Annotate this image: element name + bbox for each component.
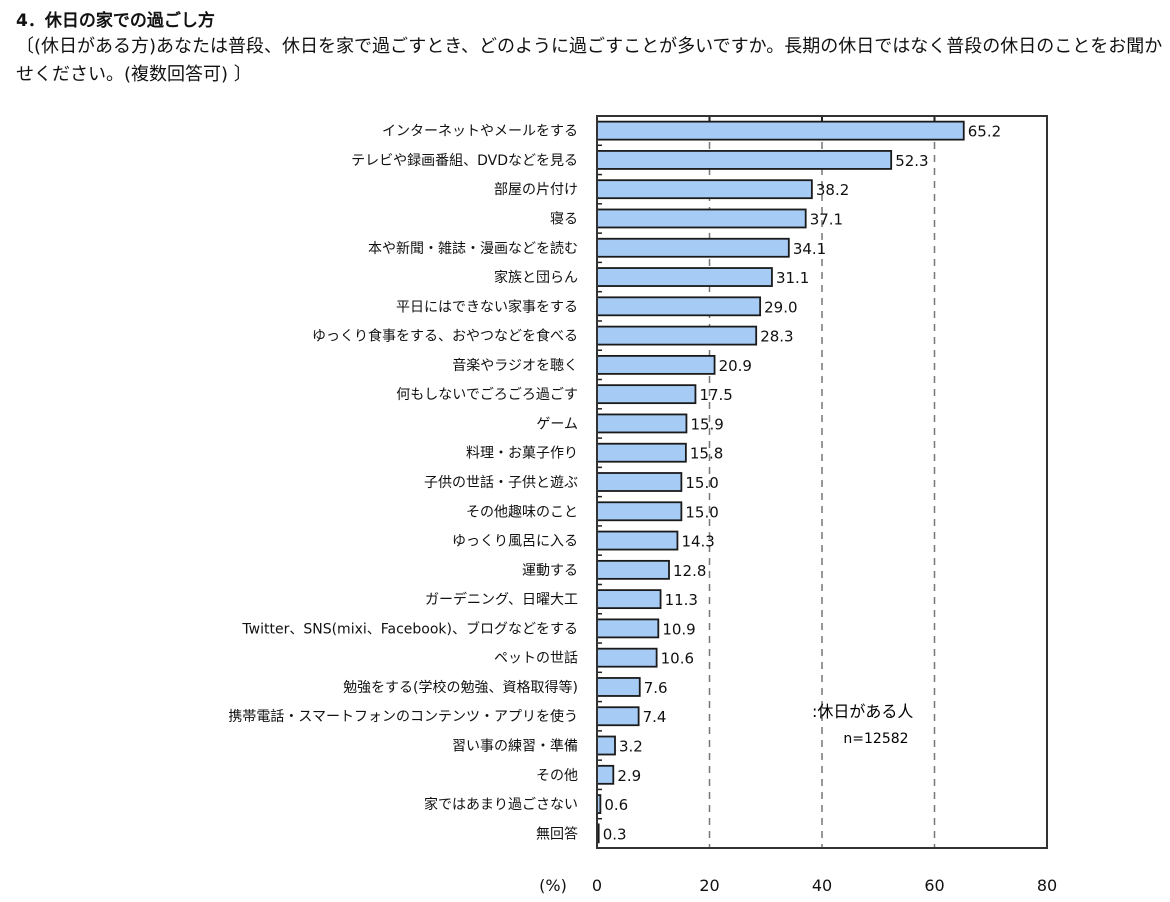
data-label: 29.0 (764, 298, 797, 316)
bar (596, 384, 697, 405)
x-tick-label: 40 (812, 876, 832, 895)
category-label: その他 (536, 768, 578, 784)
bar (596, 735, 616, 756)
x-tick-label: 20 (699, 876, 719, 895)
category-label: 習い事の練習・準備 (452, 739, 578, 755)
bar (596, 589, 662, 610)
data-label: 38.2 (816, 181, 849, 199)
bar (596, 296, 762, 317)
category-label: ガーデニング、日曜大工 (425, 591, 578, 608)
bar (596, 442, 687, 463)
bar (596, 354, 716, 375)
category-label: ゆっくり風呂に入る (452, 534, 578, 550)
category-label: 部屋の片付け (494, 182, 578, 198)
category-label: ペットの世話 (494, 650, 578, 667)
data-label: 31.1 (776, 269, 809, 287)
bar (596, 764, 615, 785)
data-label: 15.0 (685, 503, 718, 521)
data-label: 17.5 (699, 386, 732, 404)
bar (596, 677, 641, 697)
bar (596, 120, 965, 141)
legend-label: :休日がある人 (812, 702, 913, 721)
bar (596, 618, 660, 639)
bar (596, 530, 679, 551)
sample-size: n=12582 (843, 731, 908, 747)
category-label: テレビや録画番組、DVDなどを見る (351, 153, 578, 169)
bar (596, 472, 683, 492)
bar (596, 208, 807, 229)
data-label: 28.3 (760, 328, 793, 346)
data-label: 10.6 (661, 650, 694, 668)
section-title: 4．休日の家での過ごし方 (16, 11, 215, 31)
bar (596, 150, 893, 170)
bar (596, 647, 658, 668)
category-label: 何もしないでごろごろ過ごす (396, 387, 578, 403)
bar (596, 501, 683, 522)
bar (596, 325, 758, 346)
data-label: 65.2 (968, 123, 1001, 141)
x-tick-label: 60 (924, 876, 944, 895)
data-label: 11.3 (665, 591, 698, 609)
x-tick-label: 0 (592, 876, 602, 895)
category-label: 子供の世話・子供と遊ぶ (424, 474, 578, 491)
data-label: 15.8 (690, 445, 723, 463)
bar (596, 267, 773, 287)
data-label: 15.9 (690, 415, 723, 433)
category-label: 家ではあまり過ごさない (424, 796, 578, 813)
category-label: 無回答 (536, 825, 578, 842)
bar (596, 706, 640, 727)
category-label: インターネットやメールをする (382, 124, 578, 140)
category-label: ゆっくり食事をする、おやつなどを食べる (312, 328, 578, 345)
survey-question: 〔(休日がある方)あなたは普段、休日を家で過ごすとき、どのように過ごすことが多い… (16, 36, 1163, 85)
bar (596, 237, 790, 258)
data-label: 7.6 (644, 679, 668, 697)
data-label: 2.9 (617, 767, 641, 785)
data-label: 0.6 (604, 796, 628, 814)
bar (596, 179, 813, 200)
category-label: 勉強をする(学校の勉強、資格取得等) (343, 679, 578, 696)
bar (596, 559, 670, 580)
data-label: 37.1 (810, 210, 843, 228)
data-label: 10.9 (662, 620, 695, 638)
category-label: 寝る (550, 210, 578, 227)
category-label: 家族と団らん (494, 269, 578, 286)
data-label: 7.4 (643, 708, 667, 726)
data-label: 34.1 (793, 240, 826, 258)
x-axis-unit: (%) (539, 876, 567, 895)
x-tick-label: 80 (1037, 876, 1057, 895)
category-label: 料理・お菓子作り (466, 446, 578, 462)
data-label: 0.3 (603, 825, 627, 843)
data-label: 3.2 (619, 738, 643, 756)
category-label: 携帯電話・スマートフォンのコンテンツ・アプリを使う (228, 708, 578, 725)
category-label: 音楽やラジオを聴く (452, 357, 578, 374)
bar (596, 413, 688, 434)
data-label: 52.3 (895, 152, 928, 170)
category-label: ゲーム (536, 416, 578, 432)
data-label: 20.9 (719, 357, 752, 375)
category-label: その他趣味のこと (466, 504, 578, 520)
category-label: 運動する (522, 563, 578, 579)
category-label: Twitter、SNS(mixi、Facebook)、ブログなどをする (241, 620, 578, 637)
data-label: 12.8 (673, 562, 706, 580)
category-label: 平日にはできない家事をする (396, 298, 578, 315)
category-label: 本や新聞・雑誌・漫画などを読む (368, 240, 578, 257)
data-label: 15.0 (685, 474, 718, 492)
plot-frame (596, 115, 1048, 849)
data-label: 14.3 (681, 533, 714, 551)
